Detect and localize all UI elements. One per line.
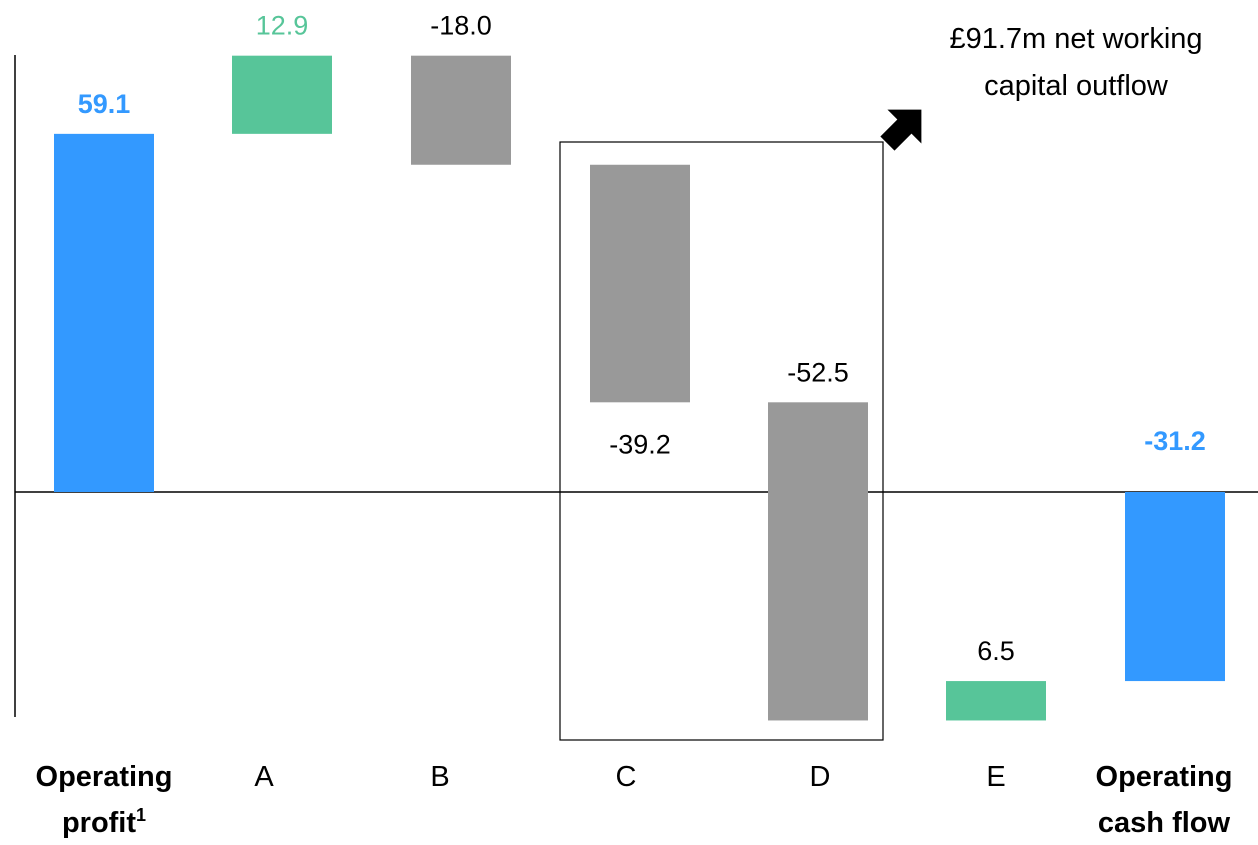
annotation-line2: capital outflow xyxy=(984,70,1169,102)
value-label-c: -39.2 xyxy=(609,429,671,459)
category-label-op_profit-line2: profit1 xyxy=(62,805,146,839)
category-label-op_cash-line2: cash flow xyxy=(1098,807,1231,839)
category-label-a: A xyxy=(254,761,274,793)
value-label-a: 12.9 xyxy=(256,11,309,41)
category-label-op_cash: Operating xyxy=(1096,761,1233,793)
value-label-d: -52.5 xyxy=(787,357,849,387)
working-capital-box xyxy=(559,141,884,741)
category-label-d: D xyxy=(810,761,831,793)
bar-c xyxy=(590,164,690,403)
value-label-op_cash: -31.2 xyxy=(1144,426,1206,456)
arrow-up-right-icon xyxy=(880,109,922,151)
category-label-e: E xyxy=(986,761,1005,793)
category-labels-group: Operating profit1 A B C D E Operating cash flow xyxy=(36,761,1233,839)
category-label-op_profit: Operating xyxy=(36,761,173,793)
bar-b xyxy=(411,55,511,165)
value-label-b: -18.0 xyxy=(430,11,492,41)
bar-a xyxy=(232,55,332,134)
category-label-b: B xyxy=(430,761,449,793)
value-label-e: 6.5 xyxy=(977,636,1015,666)
category-label-c: C xyxy=(616,761,637,793)
bar-op_profit xyxy=(54,133,154,492)
value-label-op_profit: 59.1 xyxy=(78,89,131,119)
value-labels-group: 59.1 12.9 -18.0 -39.2 -52.5 6.5 -31.2 xyxy=(78,11,1206,666)
bar-d xyxy=(768,402,868,721)
bars-group xyxy=(54,55,1225,721)
bar-e xyxy=(946,681,1046,721)
annotation-line1: £91.7m net working xyxy=(949,23,1202,55)
bar-op_cash xyxy=(1125,492,1225,682)
